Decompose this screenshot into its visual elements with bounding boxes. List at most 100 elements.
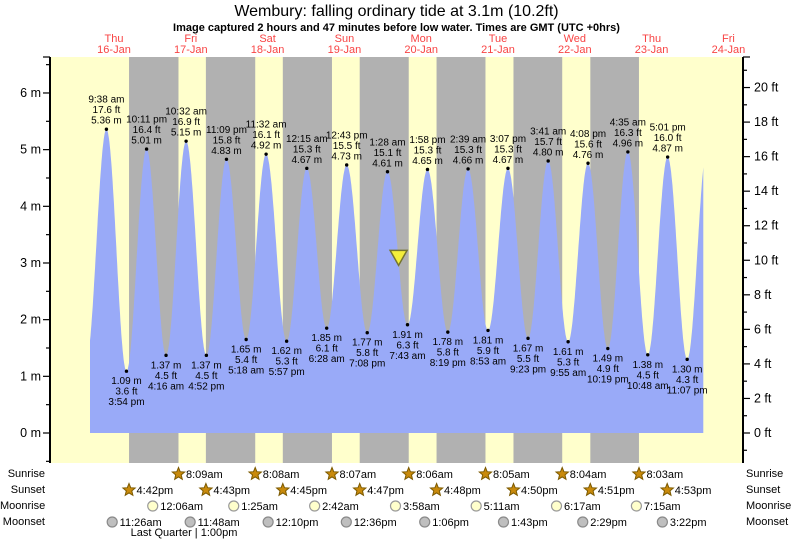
- tide-extreme-dot: [204, 353, 209, 358]
- day-label-weekday: Sun: [335, 33, 355, 45]
- high-tide-label-line: 5.36 m: [91, 116, 122, 127]
- sunrise-row-label-left: Sunrise: [7, 468, 45, 480]
- low-tide-label-line: 1.77 m: [352, 338, 383, 349]
- moonrise-icon: [550, 500, 563, 512]
- low-tide-label-line: 3:54 pm: [108, 397, 144, 408]
- high-tide-label-line: 1:58 pm: [409, 135, 445, 146]
- day-label-date: 17-Jan: [174, 44, 208, 56]
- sunset-row-label-right: Sunset: [746, 484, 781, 496]
- low-tide-label-line: 5.8 ft: [437, 348, 459, 359]
- high-tide-label-line: 16.0 ft: [654, 133, 682, 144]
- sunset-time: 4:48pm: [444, 485, 481, 497]
- low-tide-label-line: 1.67 m: [513, 343, 544, 354]
- moon-phase-text: Last Quarter | 1:00pm: [130, 527, 238, 539]
- day-label-date: 21-Jan: [481, 44, 515, 56]
- moonset-time: 1:06pm: [432, 517, 469, 529]
- sunrise-time: 8:07am: [339, 469, 376, 481]
- right-axis-tick-label: 20 ft: [754, 81, 779, 95]
- tide-extreme-dot: [566, 340, 570, 344]
- tide-extreme-dot: [244, 337, 248, 342]
- high-tide-label-line: 5.15 m: [171, 128, 202, 139]
- low-tide-label-line: 5:18 am: [228, 365, 264, 376]
- high-tide-label-line: 10:11 pm: [126, 115, 167, 126]
- low-tide-label-line: 1.85 m: [311, 333, 342, 344]
- tide-extreme-dot: [665, 155, 670, 159]
- high-tide-label-line: 4.87 m: [652, 144, 683, 155]
- right-axis-tick-label: 18 ft: [754, 115, 779, 129]
- tide-extreme-dot: [466, 167, 470, 171]
- day-label-date: 23-Jan: [635, 44, 669, 56]
- right-axis-tick-label: 14 ft: [754, 184, 779, 198]
- sunrise-time: 8:04am: [570, 469, 607, 481]
- low-tide-label-line: 4.9 ft: [597, 364, 619, 375]
- left-axis-tick-label: 1 m: [20, 369, 41, 383]
- sunset-icon: [352, 482, 368, 497]
- moonset-row-label-right: Moonset: [746, 516, 789, 528]
- moonrise-icon: [147, 500, 159, 512]
- moonset-icon: [577, 516, 589, 528]
- high-tide-label-line: 15.6 ft: [574, 139, 602, 150]
- moonset-icon: [497, 516, 510, 528]
- high-tide-label-line: 12:15 am: [286, 134, 328, 145]
- low-tide-label-line: 8:53 am: [470, 356, 506, 367]
- low-tide-label-line: 1.09 m: [111, 376, 142, 387]
- sunset-row-label-left: Sunset: [10, 484, 45, 496]
- sunrise-time: 8:03am: [646, 469, 683, 481]
- sunset-time: 4:42pm: [137, 485, 174, 497]
- sunset-time: 4:50pm: [521, 485, 558, 497]
- sunset-icon: [429, 482, 444, 497]
- right-axis-tick-label: 10 ft: [754, 253, 779, 267]
- right-axis-tick-label: 4 ft: [754, 357, 772, 371]
- high-tide-label-line: 15.3 ft: [414, 145, 442, 156]
- moonset-time: 11:26am: [120, 517, 162, 529]
- day-label-weekday: Sat: [259, 33, 276, 45]
- sunrise-row-label-right: Sunrise: [746, 468, 784, 480]
- right-axis-tick-label: 8 ft: [754, 288, 772, 302]
- low-tide-label-line: 5.5 ft: [517, 354, 539, 365]
- high-tide-label-line: 4.67 m: [292, 155, 323, 166]
- low-tide-label-line: 1.37 m: [191, 360, 222, 371]
- high-tide-label-line: 3:41 am: [530, 126, 566, 137]
- moonrise-time: 3:58am: [403, 501, 440, 513]
- tide-extreme-dot: [284, 339, 289, 343]
- moonset-time: 12:10pm: [276, 517, 319, 529]
- low-tide-label-line: 4:52 pm: [188, 381, 224, 392]
- tide-extreme-dot: [305, 166, 309, 171]
- low-tide-label-line: 1.62 m: [271, 346, 302, 357]
- sunset-time: 4:47pm: [367, 485, 404, 497]
- sunrise-time: 8:08am: [263, 469, 300, 481]
- tide-extreme-dot: [385, 170, 390, 174]
- tide-extreme-dot: [685, 357, 689, 362]
- moonrise-time: 1:25am: [241, 501, 278, 513]
- moonset-time: 1:43pm: [511, 517, 548, 529]
- low-tide-label-line: 5:57 pm: [269, 367, 305, 378]
- day-label-date: 19-Jan: [328, 44, 362, 56]
- tide-extreme-dot: [264, 152, 268, 156]
- moonset-row-label-left: Moonset: [2, 516, 45, 528]
- low-tide-label-line: 5.8 ft: [356, 348, 378, 359]
- low-tide-label-line: 5.3 ft: [276, 357, 298, 368]
- moonrise-time: 2:42am: [322, 501, 359, 513]
- tide-extreme-dot: [324, 326, 329, 330]
- left-axis-tick-label: 0 m: [20, 426, 41, 440]
- low-tide-label-line: 5.3 ft: [557, 357, 579, 368]
- right-axis-tick-label: 0 ft: [754, 426, 772, 440]
- low-tide-label-line: 4.5 ft: [195, 371, 217, 382]
- sunset-time: 4:51pm: [598, 485, 635, 497]
- day-label-date: 16-Jan: [97, 44, 131, 56]
- sunrise-icon: [478, 466, 493, 481]
- low-tide-label-line: 4:16 am: [148, 381, 184, 392]
- high-tide-label-line: 15.3 ft: [494, 144, 522, 155]
- low-tide-label-line: 7:08 pm: [349, 359, 385, 370]
- moonset-time: 12:36pm: [354, 517, 397, 529]
- high-tide-label-line: 12:43 pm: [326, 130, 368, 141]
- day-label-weekday: Tue: [489, 33, 508, 45]
- moonset-icon: [656, 516, 668, 528]
- low-tide-label-line: 1.38 m: [632, 360, 663, 371]
- moonrise-icon: [309, 500, 321, 512]
- tide-extreme-dot: [626, 150, 630, 154]
- high-tide-label-line: 4.73 m: [331, 151, 362, 162]
- high-tide-label-line: 3:07 pm: [490, 134, 526, 145]
- moonrise-time: 12:06am: [160, 501, 203, 513]
